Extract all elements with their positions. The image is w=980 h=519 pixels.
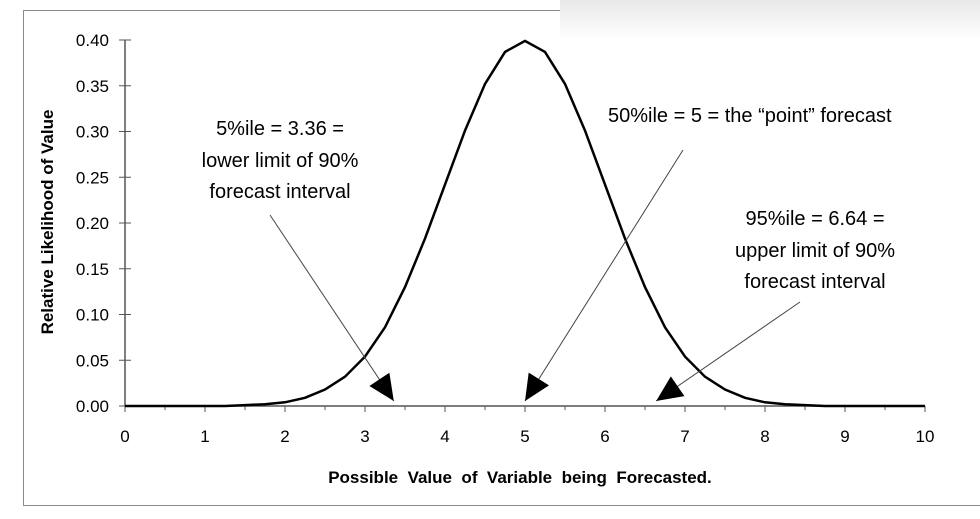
x-tick-label: 5	[520, 427, 529, 446]
y-tick-label: 0.15	[76, 260, 109, 279]
annotation-text: upper limit of 90%	[735, 240, 895, 262]
y-tick-label: 0.40	[76, 31, 109, 50]
x-tick-label: 8	[760, 427, 769, 446]
x-tick-label: 3	[360, 427, 369, 446]
annotation-text: 95%ile = 6.64 =	[746, 208, 885, 230]
annotation-text: lower limit of 90%	[202, 150, 359, 172]
y-tick-label: 0.30	[76, 123, 109, 142]
annotation-text: 50%ile = 5 = the “point” forecast	[608, 105, 892, 127]
x-tick-label: 2	[280, 427, 289, 446]
x-tick-label: 6	[600, 427, 609, 446]
annotation-text: forecast interval	[209, 181, 350, 203]
annotation-text: forecast interval	[744, 271, 885, 293]
annotation-arrow-line	[524, 149, 684, 402]
y-tick-label: 0.35	[76, 77, 109, 96]
annotation-text: 5%ile = 3.36 =	[216, 118, 344, 140]
y-tick-label: 0.05	[76, 351, 109, 370]
x-tick-label: 0	[120, 427, 129, 446]
annotation: 95%ile = 6.64 = upper limit of 90% forecas…	[655, 208, 895, 402]
arrowhead-icon	[369, 372, 394, 401]
annotation: 50%ile = 5 = the “point” forecast	[524, 105, 892, 402]
y-tick-label: 0.25	[76, 168, 109, 187]
chart-frame	[23, 10, 980, 506]
y-tick-label: 0.00	[76, 397, 109, 416]
background-shade	[560, 0, 980, 40]
arrowhead-icon	[525, 372, 550, 401]
x-axis-label: Possible Value of Variable being Forecas…	[328, 468, 712, 487]
distribution-curve	[125, 39, 925, 408]
y-tick-label: 0.20	[76, 214, 109, 233]
x-tick-label: 7	[680, 427, 689, 446]
annotation-arrow-line	[655, 301, 801, 402]
x-tick-label: 4	[440, 427, 449, 446]
x-tick-label: 10	[916, 427, 935, 446]
y-axis-label: Relative Likelihood of Value	[38, 110, 57, 335]
annotation-arrow-line	[269, 214, 395, 402]
y-tick-label: 0.10	[76, 306, 109, 325]
x-tick-label: 9	[840, 427, 849, 446]
x-tick-label: 1	[200, 427, 209, 446]
annotation: 5%ile = 3.36 = lower limit of 90% forecast…	[202, 118, 395, 402]
arrowhead-icon	[656, 376, 685, 401]
